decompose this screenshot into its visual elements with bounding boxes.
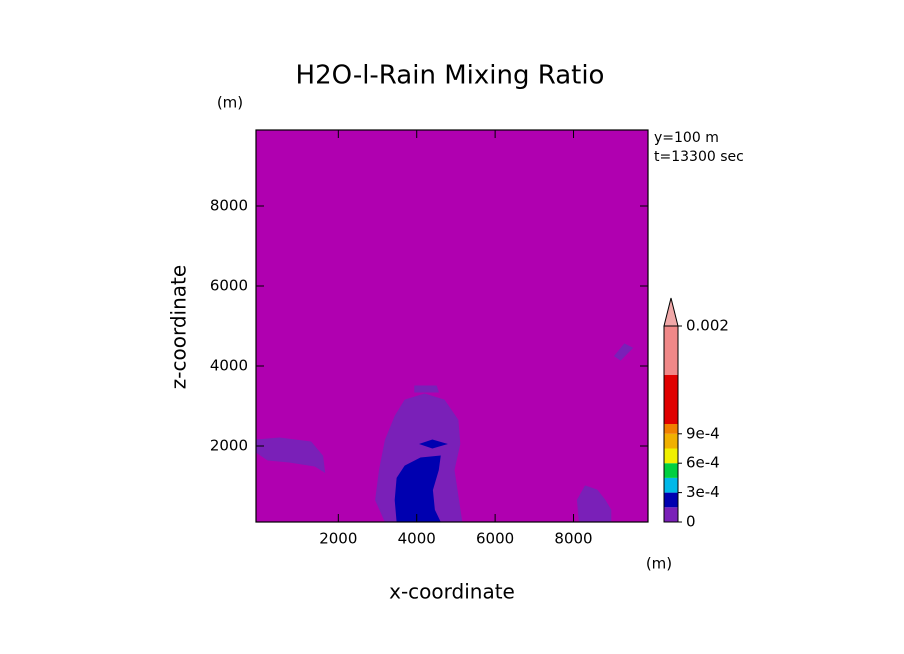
colorbar-frame xyxy=(663,325,679,523)
y-tick-label: 6000 xyxy=(210,277,248,295)
colorbar-segment xyxy=(664,463,678,478)
y-tick-label: 2000 xyxy=(210,437,248,455)
x-tick-label: 4000 xyxy=(398,530,436,548)
contour-region xyxy=(613,343,634,361)
x-unit: (m) xyxy=(646,555,672,573)
x-tick-label: 6000 xyxy=(476,530,514,548)
colorbar-segment xyxy=(664,375,678,424)
colorbar-segment xyxy=(664,326,678,375)
contour-region xyxy=(576,485,612,523)
colorbar-tick-label: 6e-4 xyxy=(686,454,720,472)
colorbar-tick-label: 3e-4 xyxy=(686,483,720,501)
colorbar-tick-label: 9e-4 xyxy=(686,424,720,442)
chart-title: H2O-l-Rain Mixing Ratio xyxy=(296,61,605,91)
contour-region xyxy=(419,439,448,449)
y-tick-label: 4000 xyxy=(210,357,248,375)
contour-region xyxy=(394,455,441,523)
colorbar-segment xyxy=(664,477,678,493)
annotation: y=100 m xyxy=(654,130,719,146)
y-unit: (m) xyxy=(217,94,243,112)
plot-frame xyxy=(255,129,649,523)
x-tick-label: 8000 xyxy=(554,530,592,548)
y-tick-label: 8000 xyxy=(210,197,248,215)
contour-region xyxy=(414,385,439,393)
annotation: t=13300 sec xyxy=(654,149,744,165)
colorbar-tick-label: 0 xyxy=(686,513,696,531)
y-axis-label: z-coordinate xyxy=(167,265,191,389)
colorbar-segment xyxy=(664,424,678,434)
contour-region xyxy=(255,437,326,473)
colorbar-segment xyxy=(664,507,678,522)
x-axis-label: x-coordinate xyxy=(389,580,515,604)
colorbar-segment xyxy=(664,492,678,508)
colorbar-tick-label: 0.002 xyxy=(686,317,729,335)
colorbar-segment xyxy=(664,448,678,464)
x-tick-label: 2000 xyxy=(319,530,357,548)
colorbar-segment xyxy=(664,433,678,449)
